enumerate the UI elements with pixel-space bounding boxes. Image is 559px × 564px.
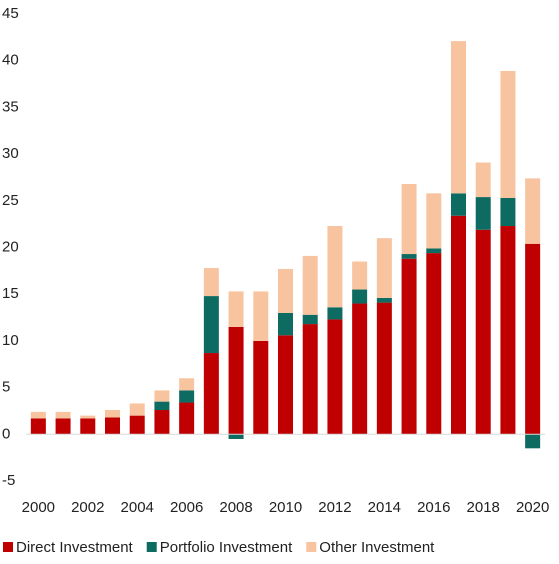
bar-segment (179, 402, 195, 435)
bar-segment (475, 197, 491, 230)
bar-segment (154, 390, 170, 402)
x-tick-label: 2000 (22, 499, 55, 516)
bar-segment (55, 418, 71, 435)
bar-segment (154, 410, 170, 435)
bar-segment (401, 258, 417, 435)
bar-segment (525, 178, 541, 244)
bar-segment (376, 297, 392, 303)
y-tick-label: 30 (2, 145, 19, 162)
bar-segment (352, 303, 368, 435)
bar-segment (426, 193, 442, 249)
bar-segment (302, 324, 318, 435)
y-tick-label: 20 (2, 238, 19, 255)
bar-segment (451, 41, 466, 194)
bar-segment (278, 335, 293, 435)
bar-segment (203, 268, 219, 297)
bar-segment (129, 415, 145, 435)
bar-segment (352, 261, 368, 290)
bar-segment (401, 254, 417, 259)
bar-segment (426, 248, 442, 254)
y-tick-label: -5 (2, 472, 15, 489)
bar-segment (525, 434, 541, 449)
y-tick-label: 25 (2, 192, 19, 209)
x-tick-label: 2002 (71, 499, 104, 516)
legend-swatch (146, 542, 157, 552)
bar-segment (278, 268, 293, 313)
bar-segment (451, 193, 466, 216)
x-tick-label: 2006 (170, 499, 203, 516)
bar-segment (500, 70, 516, 198)
x-tick-label: 2014 (368, 499, 401, 516)
y-tick-label: 10 (2, 332, 19, 349)
bar-segment (352, 289, 368, 304)
bar-segment (327, 307, 343, 320)
bar-segment (80, 418, 96, 435)
y-tick-label: 0 (2, 425, 10, 442)
bar-segment (525, 243, 541, 435)
legend-label: Direct Investment (16, 539, 134, 556)
legend-label: Portfolio Investment (160, 539, 293, 556)
bar-segment (30, 411, 46, 419)
bar-segment (500, 197, 516, 227)
bar-segment (179, 378, 195, 391)
x-tick-label: 2008 (219, 499, 252, 516)
bar-segment (228, 326, 244, 435)
bar-segment (278, 312, 293, 336)
x-tick-label: 2016 (417, 499, 450, 516)
legend-swatch (3, 542, 13, 552)
bar-segment (475, 229, 491, 435)
bar-segment (228, 434, 244, 439)
y-tick-label: 5 (2, 379, 10, 396)
bar-segment (105, 410, 120, 418)
bar-segment (401, 183, 417, 255)
bar-segment (451, 215, 466, 435)
bar-segment (376, 302, 392, 435)
bar-segment (253, 291, 269, 341)
bar-segment (55, 411, 71, 419)
y-tick-label: 15 (2, 285, 19, 302)
bar-segment (154, 401, 170, 411)
bar-segment (500, 226, 516, 435)
bar-segment (253, 340, 269, 435)
bar-segment (203, 296, 219, 354)
bar-segment (426, 253, 442, 435)
bar-segment (475, 162, 491, 198)
bar-segment (327, 226, 343, 308)
legend-label: Other Investment (319, 539, 435, 556)
x-tick-label: 2012 (318, 499, 351, 516)
bar-segment (30, 418, 46, 435)
x-tick-label: 2004 (121, 499, 154, 516)
x-tick-label: 2020 (516, 499, 549, 516)
x-tick-label: 2018 (467, 499, 500, 516)
y-tick-label: 45 (2, 5, 19, 22)
y-tick-label: 40 (2, 52, 19, 69)
bar-segment (376, 238, 392, 298)
bar-segment (302, 255, 318, 315)
bar-segment (203, 353, 219, 435)
bar-segment (228, 291, 244, 327)
y-tick-label: 35 (2, 98, 19, 115)
legend-swatch (306, 542, 317, 552)
bar-segment (80, 415, 96, 419)
bar-segment (302, 314, 318, 325)
x-tick-label: 2010 (269, 499, 302, 516)
bar-segment (179, 390, 195, 403)
bar-segment (327, 319, 343, 435)
bar-segment (105, 417, 120, 435)
bar-segment (129, 403, 145, 416)
